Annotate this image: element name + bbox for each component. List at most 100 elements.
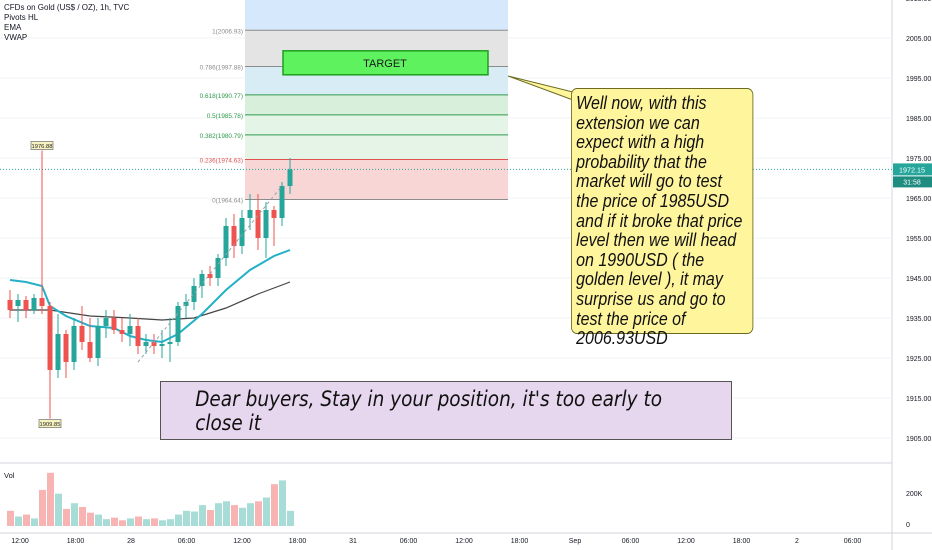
volume-bar bbox=[135, 516, 142, 526]
fib-level-label: 0.5(1985.78) bbox=[207, 113, 243, 120]
volume-bar bbox=[103, 519, 110, 526]
candle-body[interactable] bbox=[215, 258, 221, 278]
volume-bar bbox=[127, 518, 134, 526]
volume-bar bbox=[151, 518, 158, 526]
candle-body[interactable] bbox=[255, 210, 261, 238]
candle-body[interactable] bbox=[119, 330, 125, 334]
candle-body[interactable] bbox=[231, 226, 237, 246]
candle-body[interactable] bbox=[207, 274, 213, 278]
price-tick-label: 1965.00 bbox=[906, 196, 931, 203]
candle-body[interactable] bbox=[103, 318, 109, 326]
indicator-vwap[interactable]: VWAP bbox=[4, 33, 28, 42]
candle-body[interactable] bbox=[7, 300, 13, 310]
candle-body[interactable] bbox=[151, 342, 157, 346]
fib-trend-line bbox=[137, 185, 283, 363]
volume-bar bbox=[239, 507, 246, 526]
analysis-note[interactable]: Well now, with this extension we can exp… bbox=[571, 88, 754, 347]
chart-legend: CFDs on Gold (US$ / OZ), 1h, TVC Pivots … bbox=[4, 3, 129, 43]
candle-body[interactable] bbox=[191, 286, 197, 302]
volume-bar bbox=[191, 511, 198, 526]
volume-label: Vol bbox=[4, 471, 15, 480]
price-tick-label: 1905.00 bbox=[906, 436, 931, 443]
candle-body[interactable] bbox=[111, 318, 117, 330]
advice-banner[interactable]: Dear buyers, Stay in your position, it's… bbox=[160, 381, 732, 440]
volume-bar bbox=[167, 519, 174, 526]
candle-body[interactable] bbox=[287, 169, 293, 186]
fib-zone bbox=[245, 94, 508, 115]
volume-bar bbox=[183, 510, 190, 526]
volume-bar bbox=[55, 493, 62, 526]
candle-body[interactable] bbox=[167, 342, 173, 344]
volume-bar bbox=[159, 520, 166, 526]
candle-body[interactable] bbox=[279, 186, 285, 218]
candle-body[interactable] bbox=[71, 326, 77, 362]
volume-bar bbox=[23, 514, 30, 526]
time-tick-label: 28 bbox=[127, 538, 135, 545]
time-tick-label: 12:00 bbox=[677, 538, 695, 545]
volume-bar bbox=[39, 489, 46, 526]
price-tick-label: 1945.00 bbox=[906, 276, 931, 283]
fib-level-label: 0.786(1997.88) bbox=[200, 64, 243, 71]
volume-bar bbox=[79, 507, 86, 526]
volume-bar bbox=[247, 503, 254, 526]
candle-body[interactable] bbox=[127, 326, 133, 334]
price-tick-label: 1935.00 bbox=[906, 316, 931, 323]
volume-bar bbox=[119, 520, 126, 526]
volume-bar bbox=[199, 505, 206, 526]
volume-bar bbox=[47, 472, 54, 526]
time-tick-label: 31 bbox=[349, 538, 357, 545]
candle-body[interactable] bbox=[175, 306, 181, 342]
pivot-high-label: 1976.88 bbox=[32, 144, 53, 150]
candle-body[interactable] bbox=[143, 342, 149, 346]
indicator-ema[interactable]: EMA bbox=[4, 23, 22, 32]
volume-bar bbox=[231, 505, 238, 526]
candle-body[interactable] bbox=[239, 218, 245, 246]
candle-body[interactable] bbox=[135, 326, 141, 346]
time-tick-label: 18:00 bbox=[511, 538, 529, 545]
time-tick-label: 18:00 bbox=[733, 538, 751, 545]
vwap-line bbox=[10, 281, 291, 321]
candle-body[interactable] bbox=[39, 298, 45, 306]
price-tick-label: 1985.00 bbox=[906, 116, 931, 123]
candle-body[interactable] bbox=[199, 274, 205, 286]
candle-body[interactable] bbox=[271, 210, 277, 218]
price-tick-label: 2005.00 bbox=[906, 36, 931, 43]
note-pointer bbox=[507, 75, 574, 101]
volume-bar bbox=[287, 510, 294, 526]
candle-body[interactable] bbox=[15, 300, 21, 306]
candle-body[interactable] bbox=[263, 210, 269, 238]
volume-bar bbox=[175, 514, 182, 526]
volume-bar bbox=[87, 512, 94, 526]
fib-level-label: 0(1964.64) bbox=[212, 197, 243, 204]
time-tick-label: 06:00 bbox=[400, 538, 418, 545]
symbol-title[interactable]: CFDs on Gold (US$ / OZ), 1h, TVC bbox=[4, 3, 130, 12]
candle-body[interactable] bbox=[223, 226, 229, 258]
pivot-high-label-box bbox=[30, 141, 54, 150]
time-tick-label: 06:00 bbox=[622, 538, 640, 545]
candle-body[interactable] bbox=[55, 334, 61, 370]
candle-body[interactable] bbox=[159, 344, 165, 346]
candle-body[interactable] bbox=[95, 326, 101, 358]
candle-body[interactable] bbox=[183, 302, 189, 306]
countdown-value: 31:58 bbox=[903, 179, 921, 186]
price-tick-label: 2015.00 bbox=[906, 0, 931, 3]
fib-level-label: 0.236(1974.63) bbox=[200, 157, 243, 164]
candle-body[interactable] bbox=[31, 298, 37, 310]
indicator-pivots[interactable]: Pivots HL bbox=[4, 13, 39, 22]
volume-bar bbox=[143, 519, 150, 526]
candle-body[interactable] bbox=[63, 334, 69, 362]
candle-body[interactable] bbox=[247, 210, 253, 218]
volume-bar bbox=[207, 510, 214, 526]
volume-bar bbox=[215, 503, 222, 526]
candle-body[interactable] bbox=[79, 326, 85, 342]
candle-body[interactable] bbox=[23, 300, 29, 310]
time-tick-label: 06:00 bbox=[178, 538, 196, 545]
advice-banner-text: Dear buyers, Stay in your position, it's… bbox=[195, 386, 663, 435]
candle-body[interactable] bbox=[87, 342, 93, 358]
volume-bar bbox=[279, 480, 286, 526]
fib-level-label: 0.618(1990.77) bbox=[200, 93, 243, 100]
target-box[interactable] bbox=[282, 50, 489, 76]
candle-body[interactable] bbox=[47, 306, 53, 370]
time-tick-label: 12:00 bbox=[455, 538, 473, 545]
